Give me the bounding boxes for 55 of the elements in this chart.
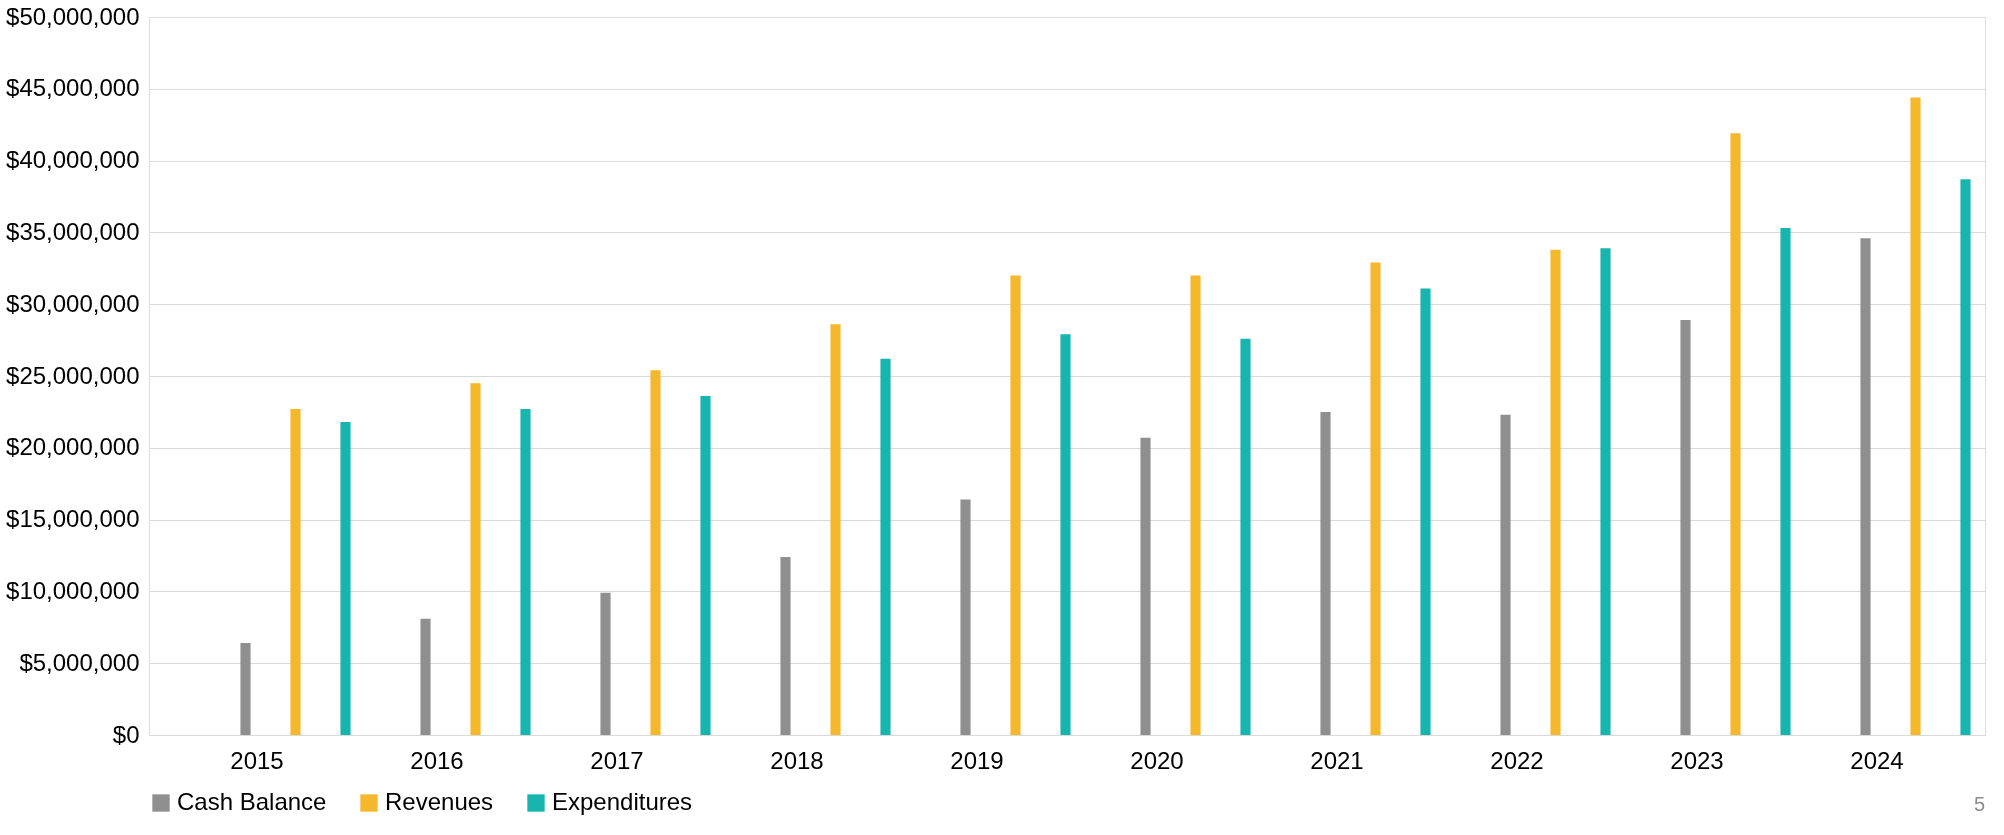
x-tick-label: 2018 [770,746,824,774]
bar [1780,228,1791,735]
bar [1600,248,1611,735]
bar [1550,249,1561,735]
bar [780,556,791,735]
bar [880,358,891,735]
bar [1370,262,1381,735]
x-tick-label: 2021 [1310,746,1364,774]
bar [240,643,251,735]
bar [1240,338,1251,735]
bar [1960,179,1971,735]
x-tick-label: 2022 [1490,746,1544,774]
y-tick-label: $0 [112,720,140,748]
x-tick-label: 2017 [590,746,644,774]
legend-label: Cash Balance [177,788,327,815]
x-tick-label: 2020 [1130,746,1184,774]
y-tick-label: $5,000,000 [19,648,140,676]
legend-label: Expenditures [552,788,693,815]
bar [1730,133,1741,735]
y-tick-label: $45,000,000 [6,74,140,102]
y-tick-label: $15,000,000 [6,505,140,533]
bar [700,396,711,735]
y-tick-label: $50,000,000 [6,2,140,30]
bar [1910,97,1921,735]
bar [1190,275,1201,735]
bar [1500,414,1511,735]
bar [1860,238,1871,735]
bar [1680,320,1691,735]
bar [290,409,301,735]
y-tick-label: $30,000,000 [6,289,140,317]
y-tick-label: $35,000,000 [6,217,140,245]
bar [520,409,531,735]
bar [1320,411,1331,735]
bar [600,592,611,735]
y-tick-label: $20,000,000 [6,433,140,461]
x-tick-label: 2023 [1670,746,1724,774]
x-tick-label: 2016 [410,746,464,774]
bar [830,324,841,735]
y-tick-label: $10,000,000 [6,576,140,604]
bar [470,383,481,735]
x-tick-label: 2024 [1850,746,1904,774]
legend-label: Revenues [385,788,494,815]
bar [1010,275,1021,735]
x-tick-label: 2019 [950,746,1004,774]
bar [1060,334,1071,735]
y-tick-label: $40,000,000 [6,146,140,174]
y-tick-label: $25,000,000 [6,361,140,389]
bar [340,421,351,735]
bar [1140,437,1151,735]
bar [960,499,971,735]
bar [420,618,431,735]
bar [1420,288,1431,735]
text: 5 [1973,793,1985,815]
x-tick-label: 2015 [230,746,284,774]
bar [650,370,661,735]
